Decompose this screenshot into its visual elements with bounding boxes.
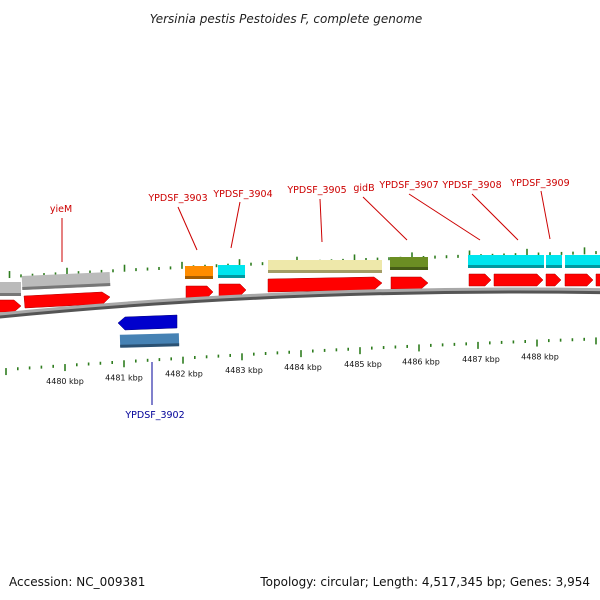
gene-bar-shadow <box>218 275 245 278</box>
scale-tick-label: 4487 kbp <box>462 355 500 364</box>
gene-bar-shadow <box>268 270 382 273</box>
gene-label-gidb[interactable]: gidB <box>353 183 374 194</box>
scale-tick-label: 4482 kbp <box>165 370 203 379</box>
gene-label-ypdsf-3907[interactable]: YPDSF_3907 <box>378 180 438 191</box>
cds-arrow-yiem[interactable] <box>23 291 111 309</box>
leader-line-ypdsf-3905 <box>319 198 323 243</box>
gene-label-ypdsf-3905[interactable]: YPDSF_3905 <box>286 185 346 196</box>
scale-tick-label: 4483 kbp <box>225 366 263 375</box>
scale-tick-label: 4480 kbp <box>46 377 84 386</box>
cds-arrow-ypdsf-3907[interactable] <box>468 273 492 287</box>
map-title: Yersinia pestis Pestoides F, complete ge… <box>150 12 423 26</box>
gene-bar-shadow <box>546 265 562 268</box>
gene-bar-shadow <box>565 265 600 268</box>
cds-arrow-gidb[interactable] <box>390 276 429 290</box>
forward-gene-track <box>0 255 600 296</box>
gene-bar-shadow <box>22 282 111 290</box>
gene-bar-grey[interactable] <box>0 282 21 296</box>
reverse-gene-track <box>117 314 180 348</box>
gene-label-ypdsf-3903[interactable]: YPDSF_3903 <box>147 193 207 204</box>
accession-text: Accession: NC_009381 <box>9 575 145 589</box>
gene-label-ypdsf-3909[interactable]: YPDSF_3909 <box>509 178 569 189</box>
scale-tick-label: 4484 kbp <box>284 363 322 372</box>
leader-line-ypdsf-3909 <box>540 190 551 240</box>
scale-labels: 4480 kbp 4481 kbp 4482 kbp 4483 kbp 4484 kbp… <box>46 352 559 386</box>
gene-bar-shadow <box>120 343 180 348</box>
gene-bar-cyan[interactable] <box>565 255 600 267</box>
cds-arrow-ypdsf-3909[interactable] <box>545 273 562 287</box>
cds-arrow-ypdsf-3902[interactable] <box>117 314 178 331</box>
gene-bar-ypdsf-3904[interactable] <box>218 265 245 277</box>
leader-line-ypdsf-3903 <box>177 206 198 251</box>
genome-backbone-shadow <box>0 288 600 319</box>
gene-bar-ypdsf-3903[interactable] <box>185 266 213 278</box>
gene-label-ypdsf-3908[interactable]: YPDSF_3908 <box>441 180 501 191</box>
cds-arrow-ypdsf-3903[interactable] <box>185 285 214 299</box>
outer-tick-marks <box>8 247 597 279</box>
leader-line-ypdsf-3908 <box>471 193 519 241</box>
cds-arrow[interactable] <box>0 299 22 313</box>
gene-label-ypdsf-3904[interactable]: YPDSF_3904 <box>212 189 272 200</box>
genome-summary-text: Topology: circular; Length: 4,517,345 bp… <box>259 575 590 589</box>
cds-arrow-ypdsf-3908[interactable] <box>493 273 544 287</box>
cds-arrow[interactable] <box>564 273 594 287</box>
gene-bar-ypdsf-3905[interactable] <box>268 260 382 272</box>
scale-tick-label: 4481 kbp <box>105 373 143 382</box>
gene-bar-shadow <box>185 276 213 279</box>
cds-arrow[interactable] <box>595 273 600 287</box>
inner-tick-marks <box>5 337 597 376</box>
scale-tick-label: 4488 kbp <box>521 352 559 361</box>
gene-label-yiem[interactable]: yieM <box>50 204 72 215</box>
gene-labels: yieM YPDSF_3903 YPDSF_3904 YPDSF_3905 gi… <box>50 178 570 421</box>
cds-arrow-ypdsf-3904[interactable] <box>218 283 247 297</box>
gene-bar-ypdsf-3907-3908[interactable] <box>468 255 544 267</box>
scale-tick-label: 4485 kbp <box>344 360 382 369</box>
forward-cds-track <box>0 273 600 313</box>
gene-bar-shadow <box>0 293 21 296</box>
gene-bar-ypdsf-3909[interactable] <box>546 255 562 267</box>
gene-bar-ypdsf-3902[interactable] <box>119 333 180 347</box>
scale-tick-label: 4486 kbp <box>402 357 440 366</box>
cds-arrow-ypdsf-3905[interactable] <box>267 276 383 293</box>
gene-bar-shadow <box>390 267 428 270</box>
leader-line-ypdsf-3907 <box>408 193 481 241</box>
gene-bar-gidb[interactable] <box>390 257 428 269</box>
label-leader-lines <box>61 190 551 405</box>
gene-label-ypdsf-3902[interactable]: YPDSF_3902 <box>124 410 184 421</box>
leader-line-gidb <box>362 196 408 241</box>
genome-backbone <box>0 287 600 316</box>
gene-bar-shadow <box>468 265 544 268</box>
leader-line-ypdsf-3904 <box>230 201 241 249</box>
